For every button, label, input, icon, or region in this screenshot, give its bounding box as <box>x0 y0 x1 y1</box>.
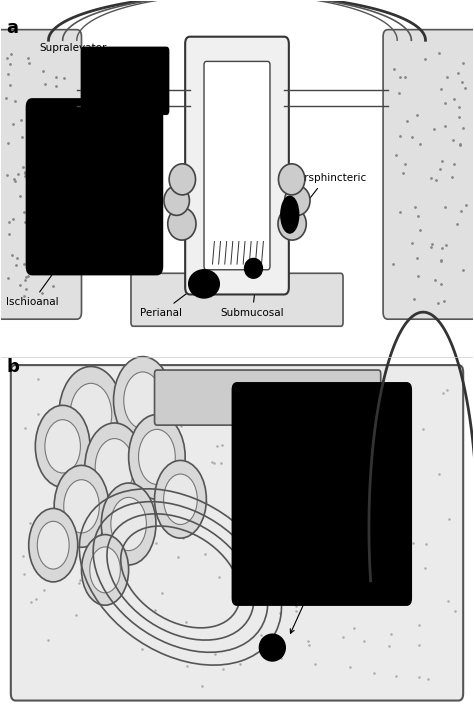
Circle shape <box>85 423 144 512</box>
Circle shape <box>29 508 78 582</box>
Circle shape <box>70 384 112 446</box>
Ellipse shape <box>278 164 305 195</box>
FancyBboxPatch shape <box>155 370 381 425</box>
Circle shape <box>54 465 109 547</box>
FancyBboxPatch shape <box>0 30 82 319</box>
Ellipse shape <box>245 259 263 278</box>
Circle shape <box>82 535 128 605</box>
FancyBboxPatch shape <box>11 365 463 700</box>
Ellipse shape <box>169 164 196 195</box>
Circle shape <box>95 439 134 496</box>
Circle shape <box>111 498 146 551</box>
Ellipse shape <box>278 208 306 240</box>
Circle shape <box>37 521 69 569</box>
Circle shape <box>59 367 123 462</box>
FancyBboxPatch shape <box>232 383 411 605</box>
Circle shape <box>164 474 197 525</box>
Ellipse shape <box>189 269 219 298</box>
Text: Supralevator: Supralevator <box>284 445 352 489</box>
Circle shape <box>128 415 185 499</box>
Text: Superfical
postanal: Superfical postanal <box>284 579 337 633</box>
Ellipse shape <box>168 208 196 240</box>
Circle shape <box>64 480 99 533</box>
Circle shape <box>124 372 162 429</box>
Ellipse shape <box>164 186 190 216</box>
Text: a: a <box>6 19 18 37</box>
FancyBboxPatch shape <box>82 48 169 114</box>
Text: b: b <box>6 358 19 376</box>
Ellipse shape <box>281 196 299 233</box>
Circle shape <box>155 460 206 538</box>
Circle shape <box>36 406 90 487</box>
Text: Intersphincteric: Intersphincteric <box>284 174 366 210</box>
Text: Retrorectal: Retrorectal <box>284 399 341 435</box>
FancyBboxPatch shape <box>131 273 343 326</box>
Circle shape <box>114 357 172 445</box>
Ellipse shape <box>259 634 285 661</box>
FancyBboxPatch shape <box>383 30 474 319</box>
Circle shape <box>138 430 175 484</box>
FancyBboxPatch shape <box>185 37 289 294</box>
Text: Supralevator: Supralevator <box>39 43 121 94</box>
Text: Perianal: Perianal <box>140 283 201 318</box>
Text: Deep
postanal: Deep postanal <box>284 487 329 538</box>
Text: Ischioanal: Ischioanal <box>6 230 84 307</box>
Text: Submucosal: Submucosal <box>220 268 284 318</box>
Circle shape <box>45 420 81 473</box>
Circle shape <box>101 483 156 565</box>
Ellipse shape <box>284 186 310 216</box>
FancyBboxPatch shape <box>27 99 163 274</box>
Circle shape <box>90 547 120 593</box>
FancyBboxPatch shape <box>204 62 270 269</box>
